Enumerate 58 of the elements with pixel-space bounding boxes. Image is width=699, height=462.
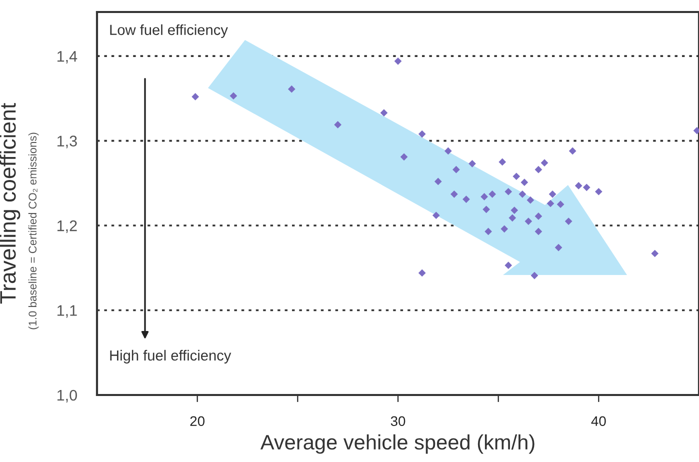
point [500, 225, 508, 233]
point [594, 188, 602, 196]
point [480, 193, 488, 200]
point [556, 200, 564, 208]
point [418, 269, 426, 277]
point [534, 212, 542, 220]
point [192, 93, 199, 100]
x-tick-label: 20 [190, 416, 205, 426]
point [434, 178, 442, 186]
point [510, 206, 518, 214]
point [488, 190, 496, 198]
x-axis-title: Average vehicle speed (km/h) [260, 434, 534, 454]
point [526, 196, 534, 204]
point [468, 160, 476, 168]
point [530, 272, 538, 280]
point [534, 166, 542, 174]
x-tick-label: 30 [390, 416, 406, 426]
x-tick-label: 40 [591, 416, 606, 426]
point [450, 190, 458, 198]
point [518, 190, 526, 198]
point [230, 92, 238, 100]
point [444, 147, 452, 155]
point [548, 190, 556, 198]
y-tick-label: 1,3 [57, 136, 77, 148]
point [508, 214, 516, 222]
point [651, 250, 659, 258]
point [568, 147, 576, 155]
point [534, 228, 542, 236]
point [452, 166, 460, 174]
point [498, 158, 506, 166]
point [418, 130, 426, 138]
point [334, 121, 342, 128]
point [400, 153, 408, 161]
point [554, 244, 562, 252]
point [380, 109, 388, 117]
point [288, 85, 296, 93]
point [504, 262, 512, 270]
point [462, 196, 470, 203]
point [582, 184, 590, 192]
point [574, 182, 582, 190]
text: (1.0 baseline = Certified CO₂ emissions) [28, 132, 39, 330]
y-tick-label: 1,2 [57, 220, 77, 234]
point [432, 212, 440, 220]
point [512, 172, 520, 180]
point [564, 218, 572, 225]
point [484, 228, 492, 236]
y-tick-label: 1,1 [57, 305, 77, 318]
point [482, 206, 490, 214]
point [524, 218, 532, 225]
point [520, 178, 528, 186]
point [540, 159, 548, 166]
point [504, 188, 512, 196]
annotation: High fuel efficiency [110, 350, 232, 364]
y-tick-label: 1,4 [57, 51, 78, 64]
point [546, 200, 554, 208]
annotation: Low fuel efficiency [110, 24, 228, 38]
point [394, 57, 402, 65]
y-tick-label: 1,0 [57, 390, 77, 402]
